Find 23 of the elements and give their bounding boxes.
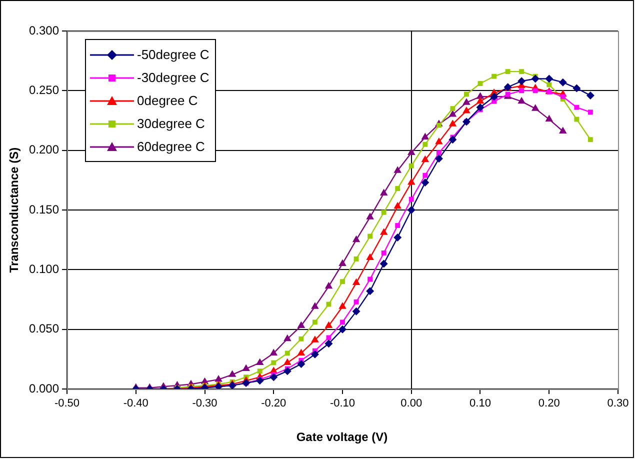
x-tick-label: 0.10 bbox=[470, 398, 491, 410]
y-tick-label: 0.050 bbox=[28, 322, 60, 336]
y-tick-label: 0.200 bbox=[28, 142, 60, 157]
x-tick-label: 0.30 bbox=[607, 398, 629, 410]
x-tick-label: 0.20 bbox=[538, 398, 560, 410]
y-tick-label: 0.100 bbox=[28, 262, 60, 276]
x-tick-label: -0.20 bbox=[261, 398, 286, 410]
y-tick-label: 0.250 bbox=[28, 82, 60, 97]
legend-label: 30degree C bbox=[137, 116, 205, 131]
y-tick-label: 0.300 bbox=[28, 23, 60, 38]
legend-label: -30degree C bbox=[137, 70, 210, 85]
x-tick-label: 0.00 bbox=[400, 398, 422, 410]
x-tick-label: -0.30 bbox=[192, 398, 218, 410]
y-tick-label: 0.150 bbox=[28, 202, 60, 216]
x-tick-label: -0.50 bbox=[54, 398, 80, 410]
x-tick-label: -0.40 bbox=[123, 398, 148, 410]
legend-label: -50degree C bbox=[137, 47, 210, 62]
x-tick-label: -0.10 bbox=[330, 398, 356, 410]
x-axis-title: Gate voltage (V) bbox=[296, 430, 388, 444]
y-tick-label: 0.000 bbox=[28, 381, 60, 396]
y-axis-title: Transconductance (S) bbox=[7, 147, 21, 273]
legend-label: 60degree C bbox=[137, 139, 205, 154]
legend-label: 0degree C bbox=[137, 93, 198, 108]
